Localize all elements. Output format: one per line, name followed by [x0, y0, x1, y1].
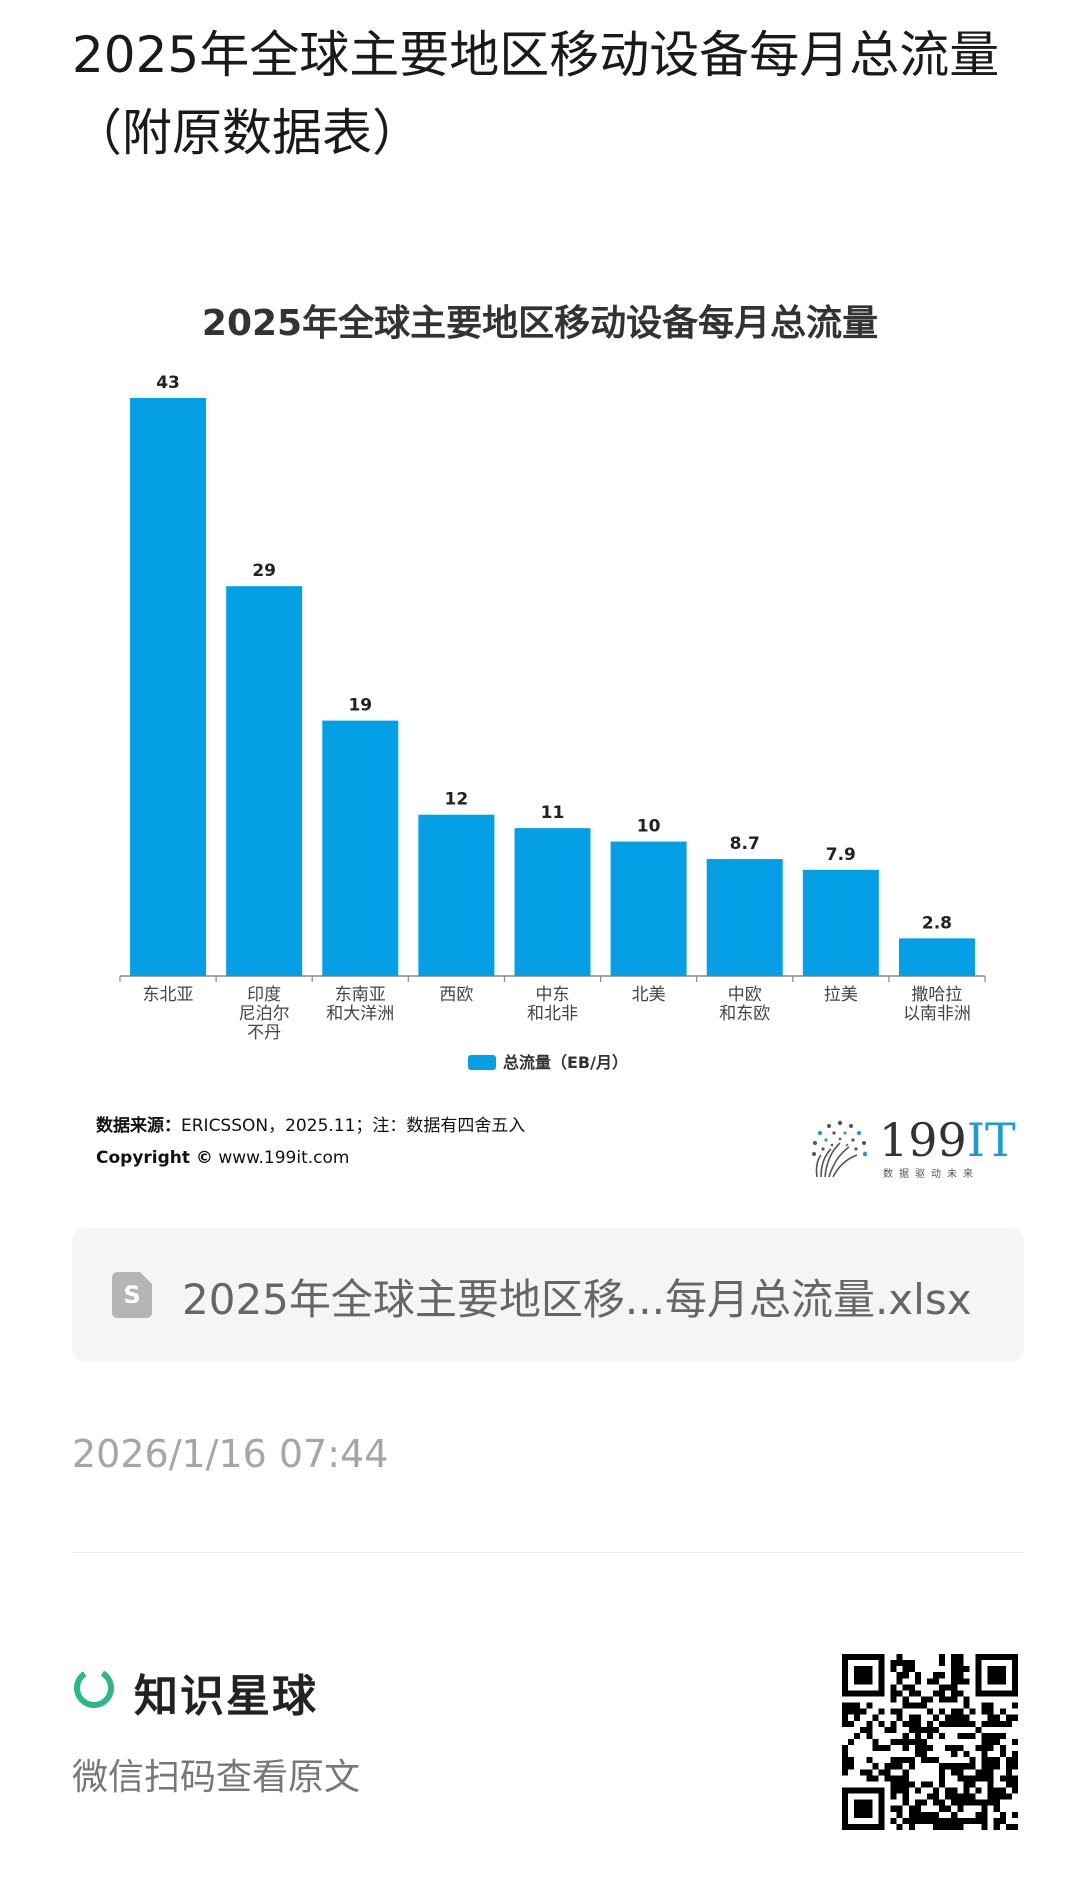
brand-name: 知识星球	[134, 1671, 318, 1722]
scan-hint: 微信扫码查看原文	[72, 1757, 361, 1798]
copyright-label: Copyright ©	[96, 1148, 213, 1168]
x-tick-label: 不丹	[247, 1023, 281, 1043]
zsxq-logo-icon	[74, 1668, 114, 1708]
x-tick-label: 印度	[247, 985, 281, 1005]
logo-tagline: 数据驱动未来	[883, 1169, 979, 1180]
data-label: 10	[637, 817, 661, 837]
chart-card: 2025年全球主要地区移动设备每月总流量 43 东北亚 29 印度 尼泊尔 不丹 19 东南亚…	[60, 270, 1020, 1210]
x-tick-label: 和东欧	[719, 1004, 770, 1024]
data-label: 11	[541, 803, 565, 823]
bar	[706, 859, 783, 976]
page-title: 2025年全球主要地区移动设备每月总流量（附原数据表）	[72, 26, 1000, 162]
legend-label: 总流量（EB/月）	[503, 1053, 628, 1072]
199it-logo: 199IT 数据驱动未来	[805, 1113, 1016, 1185]
bar	[610, 841, 687, 976]
spreadsheet-file-icon: S	[112, 1272, 152, 1318]
data-label: 19	[348, 696, 372, 716]
x-tick-label: 和大洋洲	[326, 1004, 394, 1024]
data-label: 8.7	[730, 834, 760, 854]
attachment-card[interactable]: S 2025年全球主要地区移...每月总流量.xlsx	[72, 1228, 1024, 1362]
legend-swatch	[468, 1055, 496, 1070]
attachment-file-name[interactable]: 2025年全球主要地区移...每月总流量.xlsx	[182, 1275, 972, 1324]
x-tick-label: 拉美	[824, 985, 858, 1005]
divider	[72, 1552, 1024, 1553]
bar	[418, 814, 495, 976]
x-tick-label: 西欧	[439, 985, 473, 1005]
bar	[130, 398, 207, 976]
x-tick-label: 东南亚	[335, 985, 386, 1005]
x-tick-label: 以南非洲	[903, 1004, 971, 1024]
data-label: 12	[445, 790, 469, 810]
data-label: 7.9	[826, 845, 856, 865]
bar	[898, 938, 975, 976]
bar	[322, 720, 399, 976]
x-tick-label: 尼泊尔	[239, 1004, 290, 1024]
x-tick-label: 和北非	[527, 1004, 578, 1024]
data-label: 29	[252, 561, 276, 581]
source-text: ERICSSON，2025.11；注：数据有四舍五入	[181, 1116, 526, 1136]
x-tick-label: 东北亚	[143, 985, 194, 1005]
post-timestamp: 2026/1/16 07:44	[72, 1432, 389, 1476]
logo-text: 199IT	[879, 1113, 1016, 1167]
source-label: 数据来源：	[96, 1116, 181, 1136]
bar	[802, 869, 879, 976]
x-tick-label: 撒哈拉	[911, 985, 962, 1005]
chart-title: 2025年全球主要地区移动设备每月总流量	[201, 303, 879, 344]
bar	[514, 828, 591, 976]
copyright-text: www.199it.com	[218, 1148, 350, 1168]
x-tick-label: 中东	[536, 985, 570, 1005]
data-label: 43	[156, 373, 180, 393]
x-tick-label: 北美	[632, 985, 666, 1005]
bar	[226, 586, 303, 976]
dandelion-icon	[812, 1120, 868, 1178]
x-tick-label: 中欧	[728, 985, 762, 1005]
qr-code-icon[interactable]	[842, 1654, 1018, 1830]
data-label: 2.8	[922, 913, 952, 933]
source-block: 数据来源：ERICSSON，2025.11；注：数据有四舍五入 Copyrigh…	[96, 1110, 525, 1174]
